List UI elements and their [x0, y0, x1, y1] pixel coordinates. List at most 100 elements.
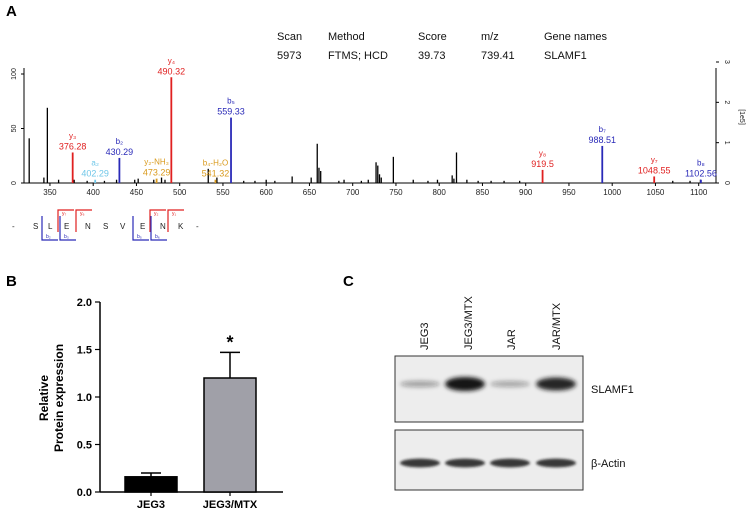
spectrum-y-tick-label: 0 — [11, 181, 18, 185]
lane-label: JEG3 — [419, 322, 431, 350]
header-val-mz: 739.41 — [481, 50, 515, 62]
header-val-method: FTMS; HCD — [328, 50, 388, 62]
spectrum-x-tick-label: 550 — [216, 188, 230, 197]
header-val-score: 39.73 — [418, 50, 446, 62]
bar-chart-ylabel-line1: Relative — [37, 375, 51, 421]
header-col-mz: m/z — [481, 31, 499, 43]
panel-a-label: A — [6, 3, 17, 20]
spectrum-x-tick-label: 1000 — [603, 188, 621, 197]
spectrum-right-tick-label: 0 — [723, 181, 730, 185]
spectrum-x-tick-label: 400 — [87, 188, 101, 197]
peak-ion-label: b₂ — [116, 137, 124, 146]
peak-ion-label: y₄ — [168, 56, 175, 65]
blot-band — [445, 377, 485, 391]
peak-mz-label: 988.51 — [588, 135, 616, 145]
sequence-residue: E — [64, 222, 69, 231]
peak-ion-label: y₂-NH₃ — [144, 158, 169, 167]
fragment-label: b₃ — [64, 234, 69, 240]
peak-ion-label: b₅ — [227, 97, 235, 106]
peak-mz-label: 541.32 — [202, 169, 230, 179]
peak-ion-label: b₇ — [599, 125, 606, 134]
sequence-residue: N — [85, 222, 91, 231]
peak-mz-label: 376.28 — [59, 141, 87, 151]
bar-chart-y-tick-label: 1.5 — [77, 345, 92, 357]
spectrum-y-tick-label: 50 — [11, 125, 18, 133]
y-ion-bracket — [167, 209, 184, 232]
peak-mz-label: 402.29 — [81, 169, 109, 179]
spectrum-x-tick-label: 700 — [346, 188, 360, 197]
header-col-gene-names: Gene names — [544, 31, 607, 43]
b-ion-bracket — [59, 216, 76, 241]
spectrum-x-tick-label: 1050 — [647, 188, 665, 197]
peptide-sequence: - S L E N S V E N K - y₇ y₆ — [12, 209, 199, 241]
header-val-scan: 5973 — [277, 50, 301, 62]
header-col-scan: Scan — [277, 31, 302, 43]
bar-chart-y-tick-label: 1.0 — [77, 392, 92, 404]
spectrum-x-tick-label: 600 — [260, 188, 274, 197]
lane-label: JAR/MTX — [551, 302, 563, 350]
sequence-residue: N — [160, 222, 166, 231]
peak-mz-label: 490.32 — [158, 66, 186, 76]
blot-bands — [400, 377, 576, 468]
significance-asterisk: * — [226, 332, 233, 352]
b-ion-bracket — [150, 216, 167, 241]
blot-band — [536, 377, 576, 391]
blot-band — [536, 458, 576, 468]
bar-chart-y-tick-label: 2.0 — [77, 297, 92, 309]
sequence-residue: - — [196, 222, 199, 231]
sequence-residue: L — [48, 222, 53, 231]
peak-ion-label: y₃ — [69, 131, 76, 140]
spectrum-x-tick-label: 950 — [562, 188, 576, 197]
bar-category-label: JEG3/MTX — [203, 499, 258, 511]
spectrum-x-tick-label: 350 — [43, 188, 57, 197]
sequence-residue: K — [178, 222, 184, 231]
panel-c-label: C — [343, 273, 354, 290]
bar — [203, 377, 257, 493]
y-ion-bracket — [149, 209, 166, 232]
spectrum-x-tick-label: 850 — [476, 188, 490, 197]
panel-b-label: B — [6, 273, 17, 290]
peak-ion-label: b₄-H₂O — [203, 159, 228, 168]
header-val-gene-names: SLAMF1 — [544, 50, 587, 62]
spectrum-axes: 350 400 450 500 550 600 650 700 750 800 850 900 950 1… — [11, 60, 745, 197]
blot-band — [445, 458, 485, 468]
blot-label-beta-actin: β-Actin — [591, 458, 625, 470]
sequence-residue: V — [120, 222, 126, 231]
spectrum-right-tick-label: 3 — [723, 60, 730, 64]
lane-label: JEG3/MTX — [463, 296, 475, 350]
fragment-label: y₂ — [154, 211, 159, 217]
peak-mz-label: 919.5 — [531, 159, 554, 169]
blot-band — [490, 381, 530, 387]
peak-ion-label: y₇ — [651, 155, 658, 164]
blot-band — [400, 458, 440, 468]
peak-mz-label: 1102.56 — [685, 169, 717, 179]
peak-mz-label: 430.29 — [106, 147, 134, 157]
fragment-label: b₆ — [155, 234, 160, 240]
bar — [124, 476, 178, 493]
peak-mz-label: 559.33 — [217, 107, 245, 117]
sequence-residue: S — [33, 222, 38, 231]
spectrum-right-tick-label: 1 — [723, 141, 730, 145]
fragment-label: y₇ — [62, 211, 67, 217]
spectrum-x-tick-label: 650 — [303, 188, 317, 197]
spectrum-y-tick-label: 100 — [11, 68, 18, 80]
y-ion-bracket — [75, 209, 92, 232]
blot-label-slamf1: SLAMF1 — [591, 384, 634, 396]
blot-band — [400, 380, 440, 388]
bar-chart-axes: 0.0 0.5 1.0 1.5 2.0 JEG3 JEG3/MTX — [77, 297, 283, 511]
spectrum-right-tick-label: 2 — [723, 100, 730, 104]
spectrum-x-tick-label: 500 — [173, 188, 187, 197]
spectrum-right-axis-label: [1e5] — [738, 109, 745, 125]
peak-ion-label: b₈ — [697, 159, 705, 168]
spectrum-x-tick-label: 1100 — [690, 188, 708, 197]
blot-band — [490, 458, 530, 468]
fragment-label: y₆ — [80, 211, 85, 217]
spectrum-peaks — [28, 77, 702, 183]
bar-category-label: JEG3 — [137, 499, 165, 511]
sequence-residue: - — [12, 222, 15, 231]
spectrum-x-tick-label: 800 — [433, 188, 447, 197]
header-col-method: Method — [328, 31, 365, 43]
sequence-residue: S — [103, 222, 108, 231]
bar-chart-y-tick-label: 0.0 — [77, 487, 92, 499]
